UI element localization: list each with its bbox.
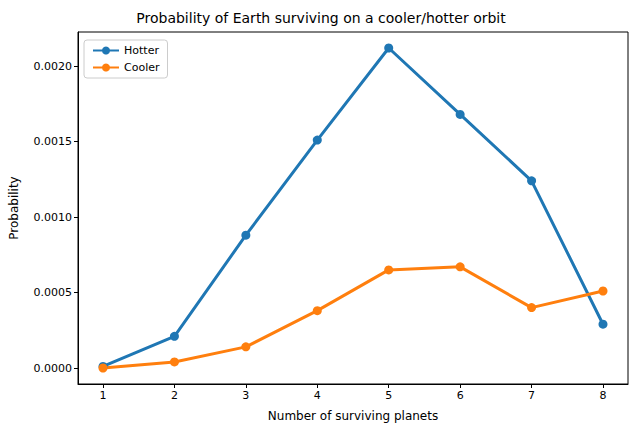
svg-text:3: 3: [242, 389, 249, 402]
svg-text:6: 6: [457, 389, 464, 402]
svg-text:1: 1: [100, 389, 107, 402]
svg-text:0.0015: 0.0015: [34, 135, 73, 148]
svg-text:7: 7: [528, 389, 535, 402]
svg-text:Probability of Earth surviving: Probability of Earth surviving on a cool…: [136, 10, 506, 26]
svg-text:5: 5: [385, 389, 392, 402]
svg-text:Cooler: Cooler: [124, 61, 160, 74]
svg-text:0.0020: 0.0020: [34, 60, 73, 73]
svg-text:Number of surviving planets: Number of surviving planets: [268, 409, 438, 423]
svg-text:Hotter: Hotter: [124, 44, 159, 57]
svg-text:2: 2: [171, 389, 178, 402]
svg-text:0.0000: 0.0000: [34, 362, 73, 375]
svg-text:Probability: Probability: [7, 176, 21, 239]
svg-text:0.0010: 0.0010: [34, 211, 73, 224]
svg-text:0.0005: 0.0005: [34, 286, 73, 299]
svg-text:4: 4: [314, 389, 321, 402]
svg-text:8: 8: [600, 389, 607, 402]
